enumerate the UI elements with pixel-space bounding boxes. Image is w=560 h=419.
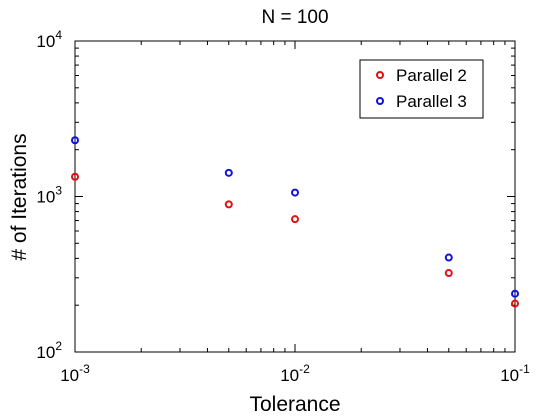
data-point-series-2: [511, 289, 519, 298]
data-point-series-1: [224, 200, 233, 209]
y-tick-label: 102: [36, 339, 62, 362]
x-tick-label: 10-1: [500, 362, 530, 385]
legend-box: [359, 59, 484, 119]
legend-label-parallel-3: Parallel 3: [396, 92, 467, 111]
x-axis-label: Tolerance: [249, 393, 340, 416]
data-point-series-2: [224, 168, 233, 177]
y-axis-label: # of Iterations: [8, 133, 31, 260]
y-tick-label: 104: [36, 28, 62, 51]
chart-title: N = 100: [261, 7, 328, 28]
data-point-series-1: [291, 215, 299, 224]
data-point-series-1: [511, 299, 519, 308]
x-axis-ticks: 10-3 10-2 10-1: [60, 41, 530, 385]
legend-marker-parallel-3: [376, 97, 384, 105]
data-points: [71, 136, 519, 308]
x-tick-label: 10-2: [280, 362, 310, 385]
legend: Parallel 2 Parallel 3: [359, 59, 484, 119]
data-point-series-2: [291, 188, 299, 197]
legend-marker-parallel-2: [376, 71, 384, 79]
y-axis-ticks: 102 103 104: [36, 28, 515, 362]
data-point-series-2: [444, 253, 453, 262]
data-point-series-2: [71, 136, 79, 145]
x-tick-label: 10-3: [60, 362, 90, 385]
y-tick-label: 103: [36, 184, 62, 207]
data-point-series-1: [71, 172, 79, 181]
data-point-series-1: [444, 269, 453, 278]
legend-label-parallel-2: Parallel 2: [396, 66, 467, 85]
